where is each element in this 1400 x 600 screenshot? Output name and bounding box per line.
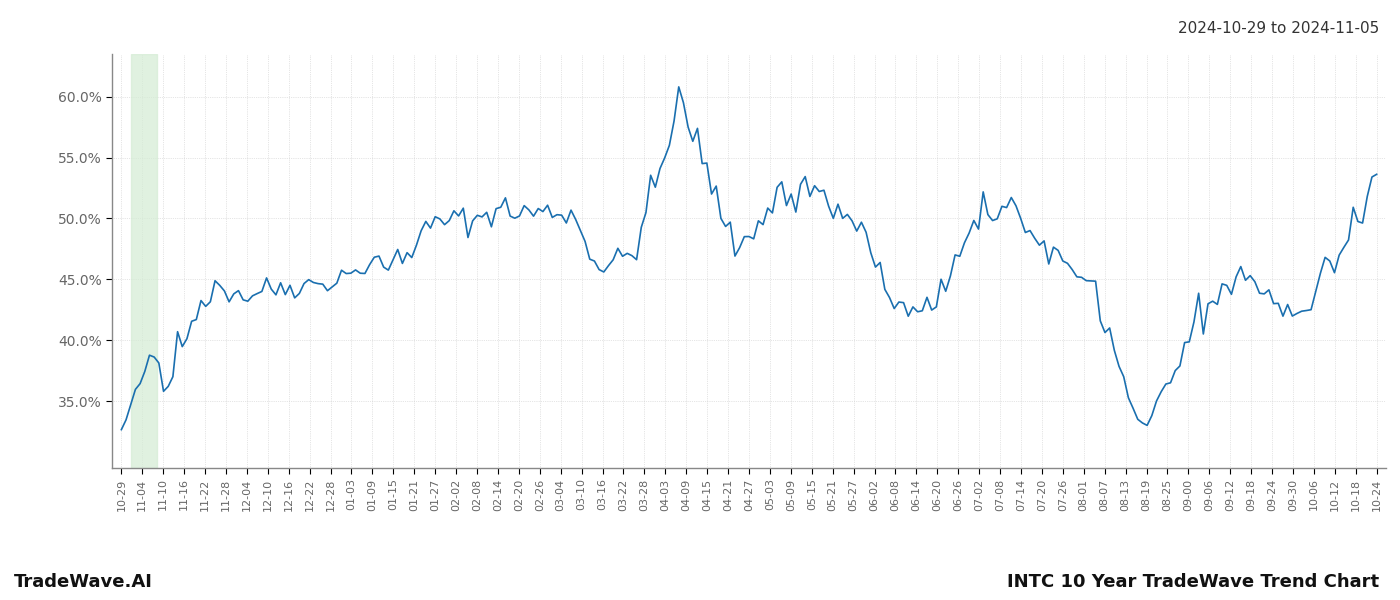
Text: INTC 10 Year TradeWave Trend Chart: INTC 10 Year TradeWave Trend Chart (1007, 573, 1379, 591)
Text: 2024-10-29 to 2024-11-05: 2024-10-29 to 2024-11-05 (1177, 21, 1379, 36)
Bar (132, 54, 157, 468)
Text: TradeWave.AI: TradeWave.AI (14, 573, 153, 591)
